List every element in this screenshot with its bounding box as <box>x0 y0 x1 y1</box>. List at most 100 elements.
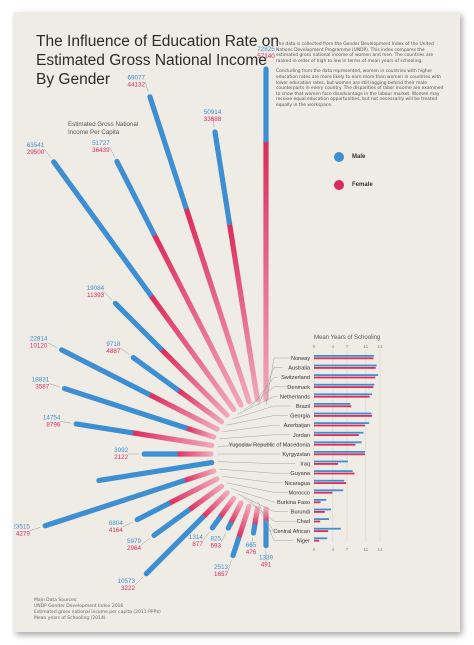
intro-paragraph-1: The data is collected from the Gender De… <box>276 42 434 64</box>
female-value-label-9: 8796 <box>46 421 61 428</box>
female-value-label-15: 3222 <box>121 585 136 592</box>
female-value-label-7: 10120 <box>30 343 48 350</box>
country-connector-2 <box>250 376 278 408</box>
gni-axis-label-line-1: Estimated Gross National <box>68 121 139 128</box>
female-wedge-4 <box>147 291 237 413</box>
legend-item-female: Female <box>334 180 373 190</box>
country-label-10: Kyrgyzstan <box>282 452 310 458</box>
country-label-1: Australia <box>288 366 311 372</box>
male-wedge-11 <box>96 460 215 484</box>
country-connector-8 <box>219 434 291 440</box>
country-label-14: Morocco <box>289 490 310 496</box>
schooling-female-bar-13 <box>314 482 347 484</box>
female-wedge-18 <box>235 503 252 542</box>
schooling-male-bar-13 <box>314 479 345 482</box>
male-wedge-9 <box>73 421 134 436</box>
male-value-label-5: 19084 <box>87 285 105 292</box>
female-value-label-4: 29500 <box>27 149 45 156</box>
schooling-female-bar-2 <box>314 376 376 379</box>
schooling-female-bar-1 <box>314 367 376 369</box>
schooling-tick-bottom-1: 4 <box>332 547 335 553</box>
leader-line-2 <box>144 81 149 93</box>
male-wedge-15 <box>143 514 206 577</box>
country-label-12: Guyana <box>290 471 310 477</box>
leader-line-15 <box>134 576 144 586</box>
leader-line-9 <box>60 421 72 424</box>
schooling-female-bar-5 <box>314 405 352 408</box>
schooling-male-bar-12 <box>314 470 353 472</box>
schooling-tick-top-1: 4 <box>332 344 335 350</box>
schooling-female-bar-6 <box>314 415 372 417</box>
male-value-label-2: 69077 <box>127 75 145 82</box>
schooling-female-bar-3 <box>314 386 374 388</box>
schooling-male-bar-14 <box>314 489 344 492</box>
leader-line-13 <box>122 521 133 528</box>
male-value-label-3: 51727 <box>92 140 110 147</box>
female-wedge-9 <box>128 430 215 448</box>
female-value-label-13: 4164 <box>109 527 124 534</box>
schooling-tick-bottom-2: 7 <box>346 547 349 553</box>
female-wedge-15 <box>199 490 230 521</box>
leader-line-19 <box>250 537 253 549</box>
schooling-female-bar-17 <box>314 520 321 523</box>
legend-label-female: Female <box>352 182 373 188</box>
male-wedge-4 <box>51 159 153 298</box>
schooling-female-bar-14 <box>314 491 333 494</box>
schooling-tick-top-3: 11 <box>363 344 368 350</box>
schooling-axis-label: Mean Years of Schooling <box>314 335 380 341</box>
female-wedge-19 <box>252 505 260 529</box>
female-value-label-14: 2964 <box>127 545 142 552</box>
schooling-female-bar-16 <box>314 511 325 513</box>
schooling-male-bar-1 <box>314 364 377 367</box>
schooling-tick-top-0: 0 <box>313 344 316 350</box>
female-value-label-20: 491 <box>261 562 272 569</box>
female-wedge-17 <box>227 500 244 527</box>
country-connector-17 <box>243 497 296 522</box>
female-wedge-13 <box>165 476 220 507</box>
leader-line-4 <box>44 148 51 158</box>
female-value-label-12: 4279 <box>16 531 31 538</box>
schooling-male-bar-8 <box>314 431 364 434</box>
male-wedge-19 <box>250 523 258 536</box>
male-value-label-6: 9718 <box>106 341 121 348</box>
female-wedge-7 <box>145 391 220 432</box>
schooling-female-bar-18 <box>314 530 329 532</box>
leader-line-1 <box>212 116 215 128</box>
female-value-label-2: 44132 <box>127 82 145 89</box>
male-wedge-1 <box>212 129 232 226</box>
female-wedge-5 <box>157 345 230 418</box>
country-label-13: Nicaragua <box>285 481 311 487</box>
country-connector-3 <box>243 386 288 411</box>
schooling-female-bar-11 <box>314 463 339 465</box>
schooling-male-bar-7 <box>314 422 370 424</box>
title-line-1: The Influence of Education Rate on <box>36 33 279 50</box>
country-label-2: Switzerland <box>281 375 310 381</box>
female-value-label-19: 476 <box>246 549 257 556</box>
female-wedge-1 <box>226 219 260 403</box>
schooling-male-bar-6 <box>314 412 372 415</box>
male-dot-icon <box>334 152 344 162</box>
country-connector-5 <box>231 405 291 420</box>
gni-axis-label: Estimated Gross National Income Per Capi… <box>68 121 148 137</box>
schooling-tick-top-4: 14 <box>377 344 383 350</box>
schooling-male-bar-4 <box>314 393 372 396</box>
male-wedge-5 <box>112 300 164 352</box>
male-wedge-17 <box>225 521 233 531</box>
schooling-female-bar-10 <box>314 453 365 456</box>
country-connector-16 <box>237 493 288 512</box>
female-value-label-5: 11393 <box>87 292 105 299</box>
male-value-label-16: 1314 <box>189 534 204 541</box>
male-value-label-12: 23515 <box>14 524 30 531</box>
schooling-female-bar-15 <box>314 501 321 504</box>
female-value-label-10: 2122 <box>114 454 129 461</box>
male-value-label-7: 22814 <box>30 336 48 343</box>
schooling-female-bar-4 <box>314 395 370 398</box>
leader-line-7 <box>47 342 58 348</box>
female-value-label-18: 1657 <box>214 571 229 578</box>
male-value-label-19: 665 <box>246 542 257 549</box>
country-connector-12 <box>219 468 291 474</box>
country-connector-9 <box>217 444 275 447</box>
male-wedge-6 <box>130 355 180 393</box>
male-value-label-13: 6804 <box>109 520 124 527</box>
